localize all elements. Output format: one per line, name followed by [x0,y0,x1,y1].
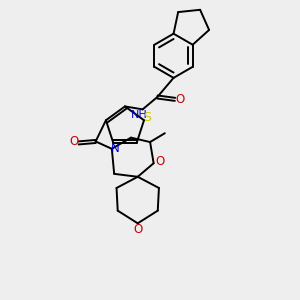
Text: O: O [69,135,78,148]
Text: O: O [176,93,185,106]
Text: S: S [143,111,152,124]
Text: O: O [133,223,142,236]
Text: O: O [155,155,164,168]
Text: NH: NH [131,110,148,120]
Text: N: N [111,142,120,155]
